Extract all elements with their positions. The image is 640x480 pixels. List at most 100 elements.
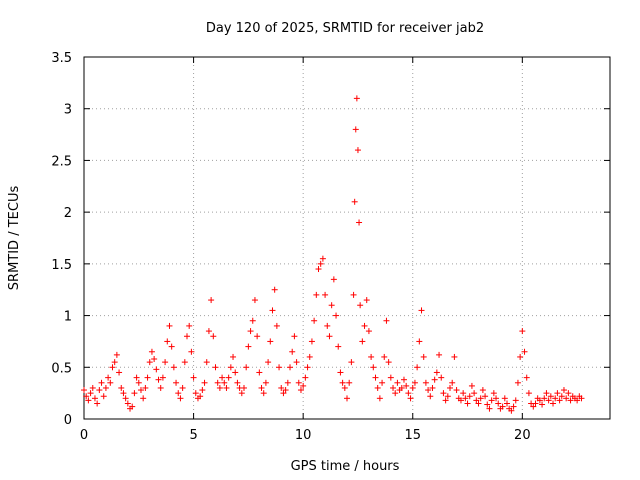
x-tick-label: 0 (80, 428, 88, 443)
data-point (140, 395, 147, 402)
data-point (313, 291, 320, 298)
data-point (122, 395, 129, 402)
data-point (179, 384, 186, 391)
data-point (162, 359, 169, 366)
data-point (409, 384, 416, 391)
data-point (186, 322, 193, 329)
data-point (503, 400, 510, 407)
data-point (451, 353, 458, 360)
data-point (512, 397, 519, 404)
data-point (499, 403, 506, 410)
data-point (525, 390, 532, 397)
data-point (269, 307, 276, 314)
data-point (142, 384, 149, 391)
data-point (341, 384, 348, 391)
y-tick-label: 3 (64, 103, 72, 118)
data-point (560, 387, 567, 394)
data-point (232, 369, 239, 376)
data-point (87, 390, 94, 397)
data-point (315, 266, 322, 273)
data-point (83, 393, 90, 400)
axis-ticks (83, 56, 610, 420)
data-point (267, 338, 274, 345)
data-point (210, 333, 217, 340)
data-point (249, 317, 256, 324)
y-tick-label: 1.5 (51, 258, 72, 273)
data-point (348, 359, 355, 366)
data-point (521, 348, 528, 355)
y-tick-label: 1 (64, 310, 72, 325)
data-point (530, 403, 537, 410)
data-point (214, 379, 221, 386)
data-point (536, 397, 543, 404)
data-point (365, 328, 372, 335)
data-point (120, 390, 127, 397)
data-point (297, 387, 304, 394)
data-point (339, 379, 346, 386)
data-point (230, 353, 237, 360)
data-point (234, 379, 241, 386)
data-point (94, 400, 101, 407)
data-point (304, 364, 311, 371)
data-point (221, 379, 228, 386)
data-point (280, 390, 287, 397)
data-point (105, 374, 112, 381)
data-point (563, 395, 570, 402)
data-point (473, 397, 480, 404)
data-point (383, 317, 390, 324)
data-point (291, 333, 298, 340)
data-point (381, 353, 388, 360)
data-point (265, 359, 272, 366)
data-point (300, 382, 307, 389)
data-point (550, 400, 557, 407)
y-tick-label: 2 (64, 206, 72, 221)
data-point (433, 369, 440, 376)
data-point (574, 397, 581, 404)
data-point (168, 343, 175, 350)
data-point (319, 255, 326, 262)
data-point (166, 322, 173, 329)
data-point (135, 379, 142, 386)
data-point (181, 359, 188, 366)
data-point (107, 379, 114, 386)
data-point (444, 393, 451, 400)
data-point (429, 384, 436, 391)
data-point (488, 397, 495, 404)
data-point (431, 376, 438, 383)
data-point (427, 393, 434, 400)
data-point (289, 348, 296, 355)
data-point (273, 322, 280, 329)
data-point (247, 328, 254, 335)
data-point (190, 374, 197, 381)
data-point (442, 397, 449, 404)
data-point (258, 384, 265, 391)
data-point (475, 400, 482, 407)
data-point (159, 374, 166, 381)
data-point (337, 369, 344, 376)
data-point (460, 390, 467, 397)
data-point (153, 366, 160, 373)
data-point (420, 353, 427, 360)
data-point (278, 384, 285, 391)
data-point (508, 407, 515, 414)
chart-title: Day 120 of 2025, SRMTID for receiver jab… (206, 21, 484, 36)
data-point (151, 356, 158, 363)
data-point (407, 395, 414, 402)
data-point (356, 219, 363, 226)
data-point (368, 353, 375, 360)
data-point (333, 312, 340, 319)
data-point (271, 286, 278, 293)
data-point (295, 379, 302, 386)
data-point (308, 338, 315, 345)
data-point (184, 333, 191, 340)
data-point (197, 393, 204, 400)
data-point (457, 397, 464, 404)
data-point (243, 364, 250, 371)
data-point (372, 374, 379, 381)
data-point (133, 374, 140, 381)
data-point (164, 338, 171, 345)
data-point (547, 393, 554, 400)
x-tick-label: 20 (514, 428, 531, 443)
data-point (256, 369, 263, 376)
